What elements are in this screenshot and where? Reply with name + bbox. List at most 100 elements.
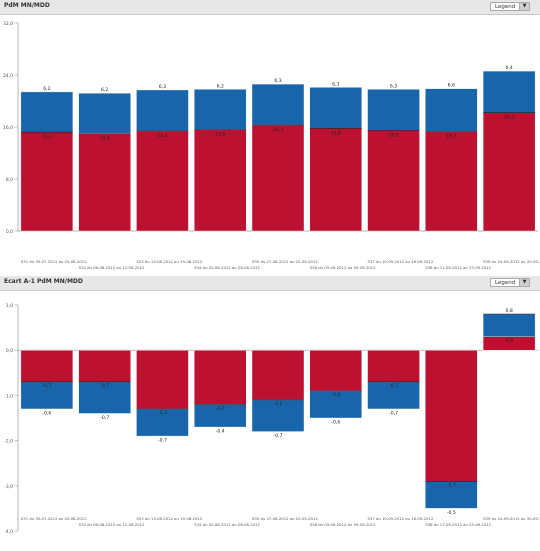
bar-segment-red — [136, 350, 189, 410]
data-label-red: 15,4 — [157, 133, 167, 139]
bar-segment-red — [78, 350, 131, 383]
data-label-red: -0,7 — [42, 383, 51, 389]
x-tick-label: S35 du 27-08-2012 au 02-09-2012 — [252, 259, 318, 264]
x-tick-label: S32 du 06-08-2012 au 12-08-2012 — [79, 265, 145, 270]
data-label-blue: -0,7 — [158, 438, 167, 444]
bar-segment-red — [20, 131, 74, 232]
x-tick-label: S35 du 27-08-2012 au 02-09-2012 — [252, 516, 318, 521]
bar-segment-blue — [482, 70, 536, 113]
bar-segment-blue — [425, 481, 478, 509]
data-label-red: -1,3 — [158, 410, 167, 416]
y-tick-label: -4,0 — [4, 529, 13, 535]
data-label-red: 16,3 — [273, 127, 283, 133]
legend-label: Legend — [495, 4, 516, 10]
legend-dropdown[interactable]: Legend ▼ — [490, 278, 530, 287]
data-label-red: -0,7 — [100, 383, 109, 389]
x-tick-label: S38 du 17-09-2012 au 23-09-2012 — [425, 522, 491, 527]
data-label-blue: 6,2 — [101, 87, 108, 93]
y-tick-label: 0,0 — [6, 229, 13, 235]
x-tick-label: S39 du 24-09-2012 au 30-09-2012 — [483, 516, 540, 521]
bar-segment-red — [20, 350, 74, 383]
data-label-blue: 6,4 — [505, 65, 512, 71]
bar-segment-red — [425, 350, 478, 482]
data-label-blue: -0,5 — [505, 338, 514, 344]
chevron-down-icon[interactable]: ▼ — [519, 279, 529, 286]
data-label-blue: 6,3 — [274, 78, 281, 84]
bar-segment-blue — [367, 381, 420, 410]
y-tick-label: 8,0 — [6, 177, 13, 183]
bar-segment-red — [136, 130, 189, 232]
x-tick-label: S37 du 10-09-2012 au 16-09-2012 — [368, 516, 434, 521]
y-tick-label: 32,0 — [3, 21, 13, 27]
bar-segment-blue — [309, 390, 362, 419]
bar-segment-red — [482, 112, 536, 232]
data-label-red: 15,8 — [331, 130, 341, 136]
data-label-red: -0,7 — [389, 383, 398, 389]
bar-segment-red — [194, 350, 247, 405]
data-label-blue: 6,2 — [217, 83, 224, 89]
x-tick-label: S34 du 20-08-2012 au 26-08-2012 — [194, 265, 260, 270]
data-label-blue: 6,3 — [332, 81, 339, 87]
data-label-red: -1,2 — [216, 405, 225, 411]
chevron-down-icon[interactable]: ▼ — [519, 3, 529, 10]
y-tick-label: -2,0 — [4, 439, 13, 445]
data-label-red: -0,9 — [331, 392, 340, 398]
bar-segment-blue — [78, 92, 131, 134]
bar-segment-blue — [482, 313, 536, 337]
panel-title: Ecart A-1 PdM MN/MDD — [4, 278, 83, 285]
data-label-blue: -0,7 — [274, 433, 283, 439]
data-label-blue: -0,7 — [389, 410, 398, 416]
bar-segment-blue — [367, 89, 420, 131]
legend-label: Legend — [495, 280, 516, 286]
data-label-red: 15,5 — [388, 132, 398, 138]
bar-segment-blue — [78, 381, 131, 414]
bar-segment-red — [78, 133, 131, 232]
data-label-blue: 6,3 — [390, 83, 397, 89]
x-tick-label: S36 du 03-09-2012 au 09-09-2012 — [310, 522, 376, 527]
bar-segment-blue — [136, 89, 189, 132]
bar-segment-blue — [251, 83, 305, 126]
chart-ecart: 1,0 0,0 -1,0 -2,0 -3,0 -4,0 -0,7 -0,6 S31 du 30-… — [4, 303, 540, 535]
data-label-blue: -0,6 — [331, 420, 340, 426]
data-label-red: 15,2 — [42, 134, 52, 140]
bar-segment-blue — [20, 91, 74, 133]
data-label-blue: -0,7 — [100, 415, 109, 421]
x-tick-label: S38 du 17-09-2012 au 23-09-2012 — [425, 265, 491, 270]
bar-segment-blue — [425, 88, 478, 132]
y-tick-label: 24,0 — [3, 73, 13, 79]
bar-segment-red — [251, 350, 305, 401]
bar-segment-blue — [194, 89, 247, 130]
bar-segment-red — [425, 131, 478, 232]
y-tick-label: 16,0 — [3, 125, 13, 131]
bar-segment-red — [251, 124, 305, 232]
bar-segment-red — [367, 130, 420, 232]
legend-dropdown[interactable]: Legend ▼ — [490, 2, 530, 11]
bar-segment-blue — [251, 399, 305, 432]
y-tick-label: -1,0 — [4, 393, 13, 399]
bar-segment-red — [309, 128, 362, 232]
x-tick-label: S32 du 06-08-2012 au 12-08-2012 — [79, 522, 145, 527]
y-tick-label: 0,0 — [6, 348, 13, 354]
data-label-red: 0,8 — [505, 308, 512, 314]
data-label-red: 15,6 — [215, 132, 225, 138]
x-tick-label: S36 du 03-09-2012 au 09-09-2012 — [310, 265, 376, 270]
x-tick-label: S37 du 10-09-2012 au 16-09-2012 — [368, 259, 434, 264]
data-label-red: 15,3 — [446, 134, 456, 140]
bar-segment-red — [309, 350, 362, 392]
bar-segment-blue — [309, 87, 362, 129]
x-tick-label: S31 du 30-07-2012 au 05-08-2012 — [21, 516, 87, 521]
x-tick-label: S33 du 13-08-2012 au 19-08-2012 — [136, 516, 202, 521]
x-tick-label: S39 du 24-09-2012 au 30-09-2012 — [483, 259, 540, 264]
x-tick-label: S34 du 20-08-2012 au 26-08-2012 — [194, 522, 260, 527]
data-label-blue: -0,6 — [42, 410, 51, 416]
x-tick-label: S31 du 30-07-2012 au 05-08-2012 — [21, 259, 87, 264]
x-tick-label: S33 du 13-08-2012 au 19-08-2012 — [136, 259, 202, 264]
data-label-red: -2,7 — [447, 482, 456, 488]
bar-segment-red — [367, 350, 420, 383]
bar-segment-blue — [136, 408, 189, 437]
data-label-blue: 6,6 — [448, 83, 455, 89]
bar-segment-red — [194, 129, 247, 232]
data-label-blue: 6,2 — [43, 86, 50, 92]
bar-segment-blue — [20, 381, 74, 410]
y-tick-label: -3,0 — [4, 484, 13, 490]
